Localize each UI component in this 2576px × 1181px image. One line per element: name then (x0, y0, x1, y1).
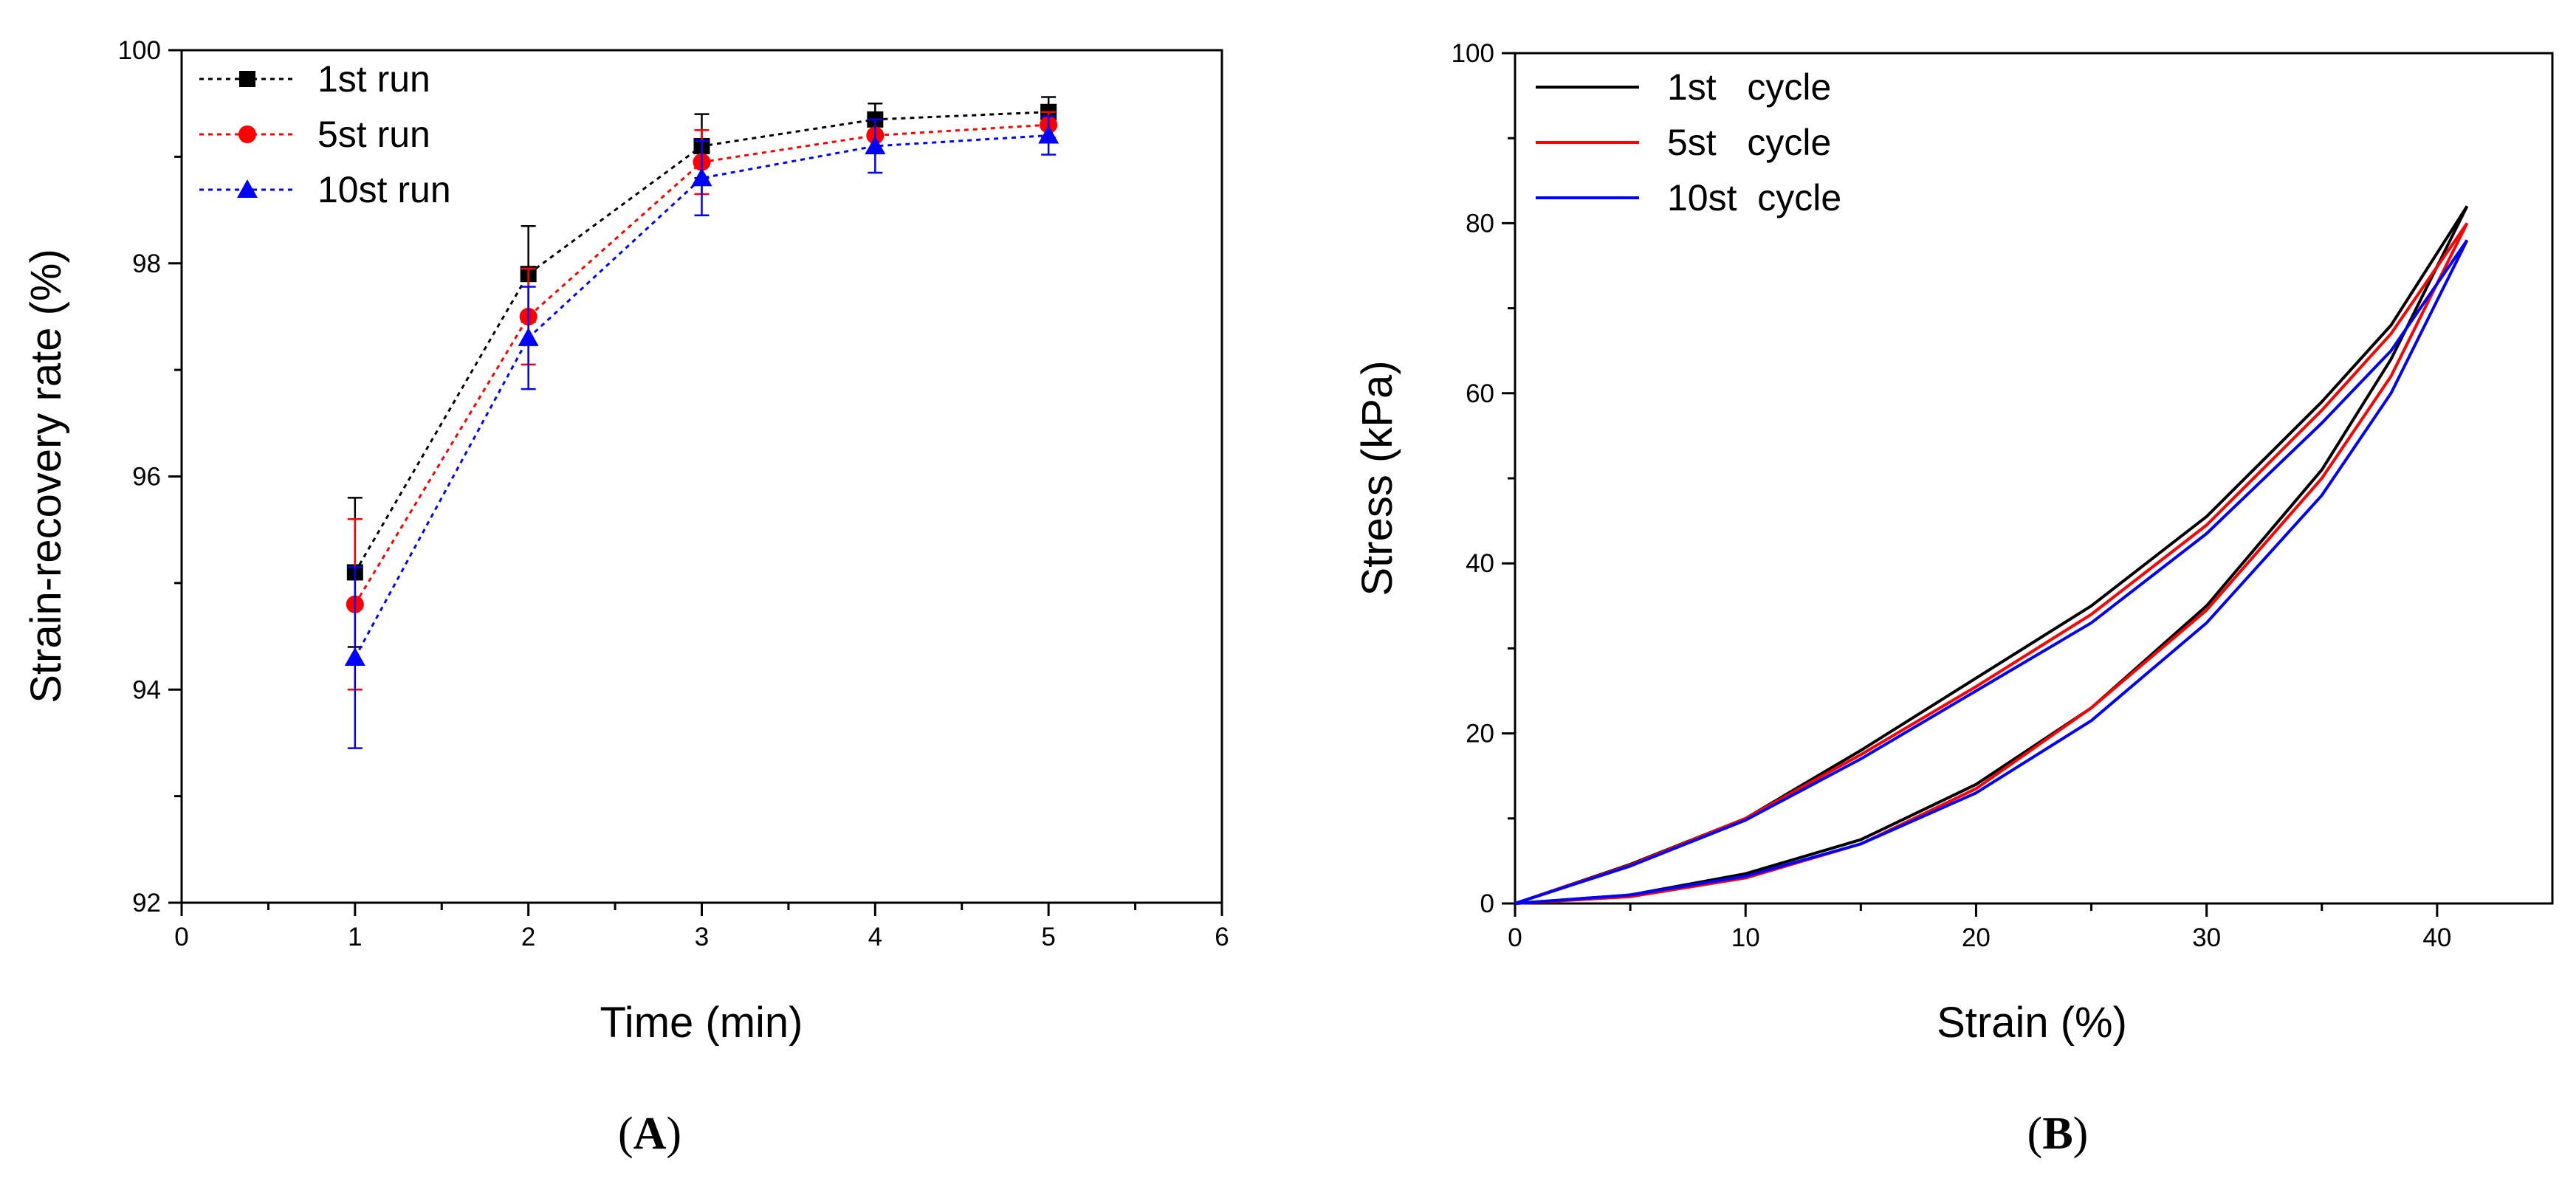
x-tick-label: 6 (1215, 923, 1229, 951)
legend-label: 10st cycle (1667, 177, 1841, 218)
unloading-curve (1514, 222, 2469, 905)
y-tick-label: 92 (132, 889, 161, 917)
panel-b-y-axis-label: Stress (kPa) (1353, 360, 1401, 596)
loading-curve (1514, 222, 2469, 905)
series-1 (1514, 205, 2469, 905)
legend-marker (237, 179, 258, 198)
panel-b-chart: 0 10 20 30 40 0 20 40 60 80 100 1st cycle 5st cycle… (1353, 39, 2554, 1159)
legend-label: 5st run (317, 114, 430, 155)
y-tick-label: 98 (132, 249, 161, 278)
x-tick-label: 30 (2192, 923, 2221, 952)
x-tick-label: 2 (521, 923, 535, 951)
y-tick-label: 60 (1466, 379, 1494, 408)
y-tick-label: 96 (132, 463, 161, 492)
panel-a-label: (A) (618, 1109, 681, 1159)
data-point (518, 327, 539, 346)
series-3 (344, 115, 1059, 749)
x-tick-label: 10 (1731, 923, 1760, 952)
series-line (354, 134, 1049, 658)
panel-a-legend: 1st run 5st run 10st run (199, 58, 451, 210)
y-tick-label: 20 (1466, 720, 1494, 748)
loading-curve (1514, 205, 2469, 905)
x-tick-label: 0 (1508, 923, 1522, 952)
x-tick-label: 20 (1962, 923, 1991, 952)
x-tick-label: 4 (868, 923, 882, 951)
panel-b-x-axis-label: Strain (%) (1937, 999, 2127, 1047)
data-point (691, 168, 712, 187)
series-2 (1514, 222, 2469, 905)
panel-b-legend: 1st cycle 5st cycle 10st cycle (1536, 66, 1841, 218)
x-tick-label: 5 (1041, 923, 1055, 951)
panel-a-series (344, 96, 1059, 749)
legend-marker (238, 125, 256, 143)
unloading-curve (1514, 205, 2469, 905)
legend-marker (239, 71, 255, 87)
x-tick-label: 0 (174, 923, 188, 951)
y-tick-label: 40 (1466, 549, 1494, 578)
panel-a-chart: 0 1 2 3 4 5 6 92 94 96 98 100 1st run 5st run 10st ru… (22, 36, 1229, 1159)
y-tick-label: 94 (132, 675, 161, 704)
legend-label: 10st run (317, 169, 451, 210)
panel-b-label: (B) (2027, 1109, 2089, 1159)
data-point (344, 647, 365, 666)
unloading-curve (1514, 239, 2469, 905)
panel-b-ticks: 0 10 20 30 40 0 20 40 60 80 100 (1452, 39, 2452, 952)
panel-a-ticks: 0 1 2 3 4 5 6 92 94 96 98 100 (118, 36, 1229, 951)
y-tick-label: 100 (1452, 39, 1494, 68)
panel-b-series (1514, 205, 2469, 905)
x-tick-label: 40 (2422, 923, 2451, 952)
x-tick-label: 3 (695, 923, 709, 951)
data-point (1038, 125, 1059, 144)
series-3 (1514, 239, 2469, 905)
panel-a-y-axis-label: Strain-recovery rate (%) (22, 249, 70, 703)
panel-a-x-axis-label: Time (min) (600, 999, 803, 1047)
legend-label: 1st cycle (1667, 66, 1831, 108)
legend-label: 1st run (317, 58, 430, 100)
loading-curve (1514, 239, 2469, 905)
y-tick-label: 100 (118, 36, 161, 65)
y-tick-label: 80 (1466, 209, 1494, 238)
x-tick-label: 1 (348, 923, 362, 951)
data-point (865, 135, 886, 154)
legend-label: 5st cycle (1667, 122, 1831, 163)
y-tick-label: 0 (1480, 889, 1494, 918)
